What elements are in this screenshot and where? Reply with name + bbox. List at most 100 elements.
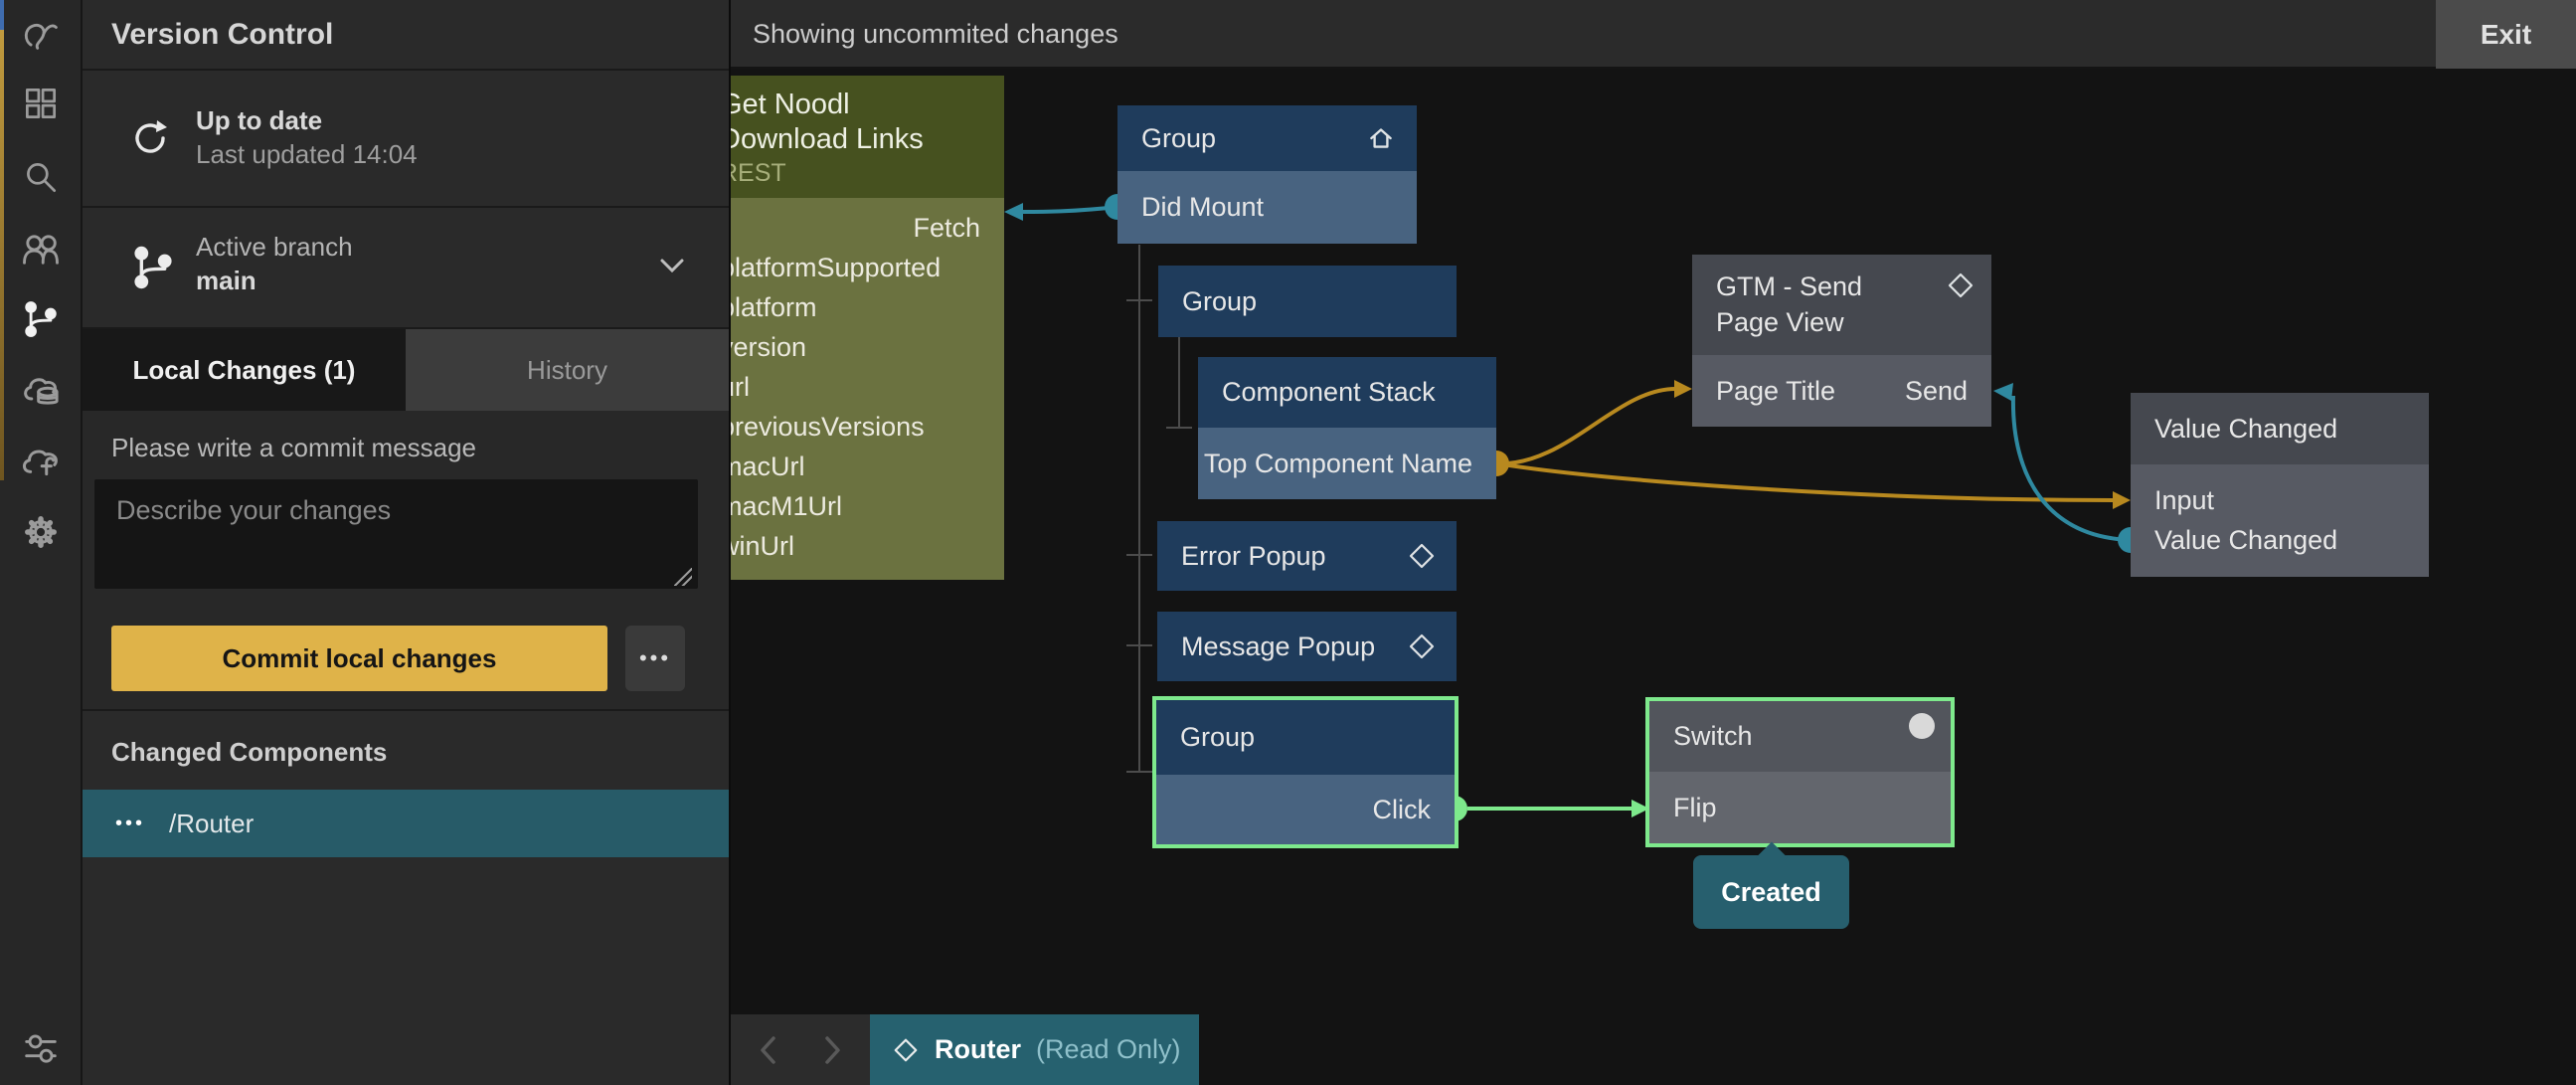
wire-didmount-to-fetch[interactable] [1022, 205, 1118, 214]
search-icon[interactable] [17, 153, 65, 201]
group-selected-header: Group [1156, 700, 1455, 775]
node-group-selected[interactable]: Group Click [1152, 696, 1459, 848]
gtm-ports: Page Title Send [1692, 355, 1991, 427]
port-version[interactable]: version [731, 331, 807, 362]
rest-node-ports: Fetch platformSupported platform version… [731, 198, 1004, 580]
version-control-branch-icon[interactable] [17, 295, 65, 343]
wire-arrow-fetch [1004, 203, 1023, 221]
activity-sidebar [0, 0, 83, 1085]
active-branch-section[interactable]: Active branch main [83, 208, 729, 329]
wire-valuechanged-to-send[interactable] [2010, 395, 2132, 542]
port-win-url[interactable]: winUrl [731, 530, 795, 561]
port-previous-versions[interactable]: previousVersions [731, 411, 925, 442]
component-diamond-icon [1409, 633, 1435, 659]
node-rest-get-noodl-download-links[interactable]: Get Noodl Download Links REST Fetch plat… [731, 76, 1004, 580]
message-popup-title: Message Popup [1181, 631, 1376, 661]
component-stack-header: Component Stack [1198, 357, 1496, 428]
sync-status-text: Up to date Last updated 14:04 [196, 103, 418, 171]
port-mac-m1-url[interactable]: macM1Url [731, 490, 843, 521]
sync-status-section: Up to date Last updated 14:04 [83, 71, 729, 208]
branch-name: main [196, 266, 257, 295]
node-gtm-send-page-view[interactable]: GTM - Send Page View Page Title Send [1692, 255, 1991, 427]
gtm-title: GTM - Send Page View [1716, 271, 1863, 337]
changed-components-header: Changed Components [111, 737, 388, 767]
home-icon [1370, 128, 1392, 148]
node-message-popup[interactable]: Message Popup [1157, 612, 1457, 681]
group-child-header: Group [1158, 266, 1457, 337]
switch-ports: Flip [1649, 772, 1951, 843]
canvas-nav-strip [731, 1014, 870, 1085]
component-tab-readonly-label: (Read Only) [1036, 1034, 1181, 1064]
cloud-functions-icon[interactable] [17, 438, 65, 485]
node-switch[interactable]: Switch Flip [1645, 697, 1955, 847]
version-control-panel: Version Control Up to date Last updated … [83, 0, 731, 1085]
wire-topcomponent-to-input[interactable] [1495, 461, 2114, 502]
rest-node-title: Get Noodl Download Links [731, 89, 924, 155]
port-fetch[interactable]: Fetch [913, 212, 980, 243]
component-menu-dots-icon[interactable]: ••• [115, 812, 146, 834]
cloud-services-icon[interactable] [17, 367, 65, 415]
port-send[interactable]: Send [1904, 375, 1968, 406]
hierarchy-guides [1126, 245, 1192, 773]
textarea-resize-handle[interactable] [674, 568, 692, 586]
commit-local-changes-button[interactable]: Commit local changes [111, 626, 607, 691]
component-diamond-icon [1409, 543, 1435, 569]
editor-sliders-icon[interactable] [17, 1024, 65, 1072]
chevron-down-icon[interactable] [657, 256, 687, 280]
port-flip[interactable]: Flip [1673, 792, 1717, 822]
branch-label: Active branch [196, 232, 353, 262]
component-stack-title: Component Stack [1222, 377, 1436, 407]
collaboration-users-icon[interactable] [17, 226, 65, 273]
settings-gear-icon[interactable] [17, 508, 65, 556]
node-group-home[interactable]: Group Did Mount [1117, 105, 1417, 244]
canvas-topbar: Showing uncommited changes Exit [731, 0, 2576, 69]
uncommitted-changes-status: Showing uncommited changes [753, 19, 1118, 49]
exit-button[interactable]: Exit [2436, 0, 2576, 69]
nav-back-icon[interactable] [757, 1033, 780, 1067]
node-graph-canvas[interactable]: Get Noodl Download Links REST Fetch plat… [731, 71, 2576, 1085]
sync-last-updated: Last updated 14:04 [196, 139, 418, 169]
open-component-tab-router[interactable]: Router (Read Only) [870, 1014, 1199, 1085]
changed-component-name: /Router [169, 808, 255, 838]
value-changed-ports: Input Value Changed [2131, 464, 2429, 577]
commit-section: Please write a commit message Commit loc… [83, 411, 729, 711]
refresh-icon[interactable] [127, 114, 175, 162]
port-platform[interactable]: platform [731, 291, 817, 322]
port-url[interactable]: url [731, 371, 751, 402]
noodl-logo-icon[interactable] [17, 9, 65, 57]
port-platform-supported[interactable]: platformSupported [731, 252, 942, 282]
commit-prompt-label: Please write a commit message [111, 433, 477, 462]
group-home-title: Group [1141, 122, 1217, 153]
commit-message-input[interactable] [94, 479, 698, 589]
window-edge-gold [0, 30, 4, 480]
port-mac-url[interactable]: macUrl [731, 451, 805, 481]
error-popup-title: Error Popup [1181, 540, 1326, 571]
tab-history[interactable]: History [406, 329, 729, 411]
node-value-changed[interactable]: Value Changed Input Value Changed [2131, 393, 2429, 577]
wire-arrow-send [1993, 383, 2013, 401]
port-did-mount[interactable]: Did Mount [1141, 192, 1265, 222]
port-click[interactable]: Click [1372, 794, 1432, 824]
group-child-title: Group [1182, 285, 1258, 316]
rest-node-header: Get Noodl Download Links REST [731, 76, 1004, 198]
nav-forward-icon[interactable] [820, 1033, 844, 1067]
components-grid-icon[interactable] [17, 80, 65, 127]
group-home-ports: Did Mount [1117, 171, 1417, 244]
tab-local-changes[interactable]: Local Changes (1) [83, 329, 406, 411]
port-input[interactable]: Input [2154, 484, 2215, 515]
node-group-child[interactable]: Group [1158, 266, 1457, 337]
port-top-component-name[interactable]: Top Component Name [1203, 448, 1472, 478]
port-page-title[interactable]: Page Title [1716, 375, 1836, 406]
created-badge-label: Created [1721, 876, 1821, 907]
node-component-stack[interactable]: Component Stack Top Component Name [1198, 357, 1496, 499]
node-error-popup[interactable]: Error Popup [1157, 521, 1457, 591]
port-value-changed-out[interactable]: Value Changed [2154, 524, 2338, 555]
commit-more-options-button[interactable]: ••• [625, 626, 685, 691]
switch-title: Switch [1673, 721, 1753, 751]
changed-component-row-router[interactable]: ••• /Router [83, 790, 729, 857]
wire-topcomponent-to-pagetitle[interactable] [1495, 387, 1676, 466]
group-selected-ports: Click [1156, 775, 1455, 844]
branch-icon [127, 242, 179, 298]
component-stack-ports: Top Component Name [1198, 428, 1496, 499]
